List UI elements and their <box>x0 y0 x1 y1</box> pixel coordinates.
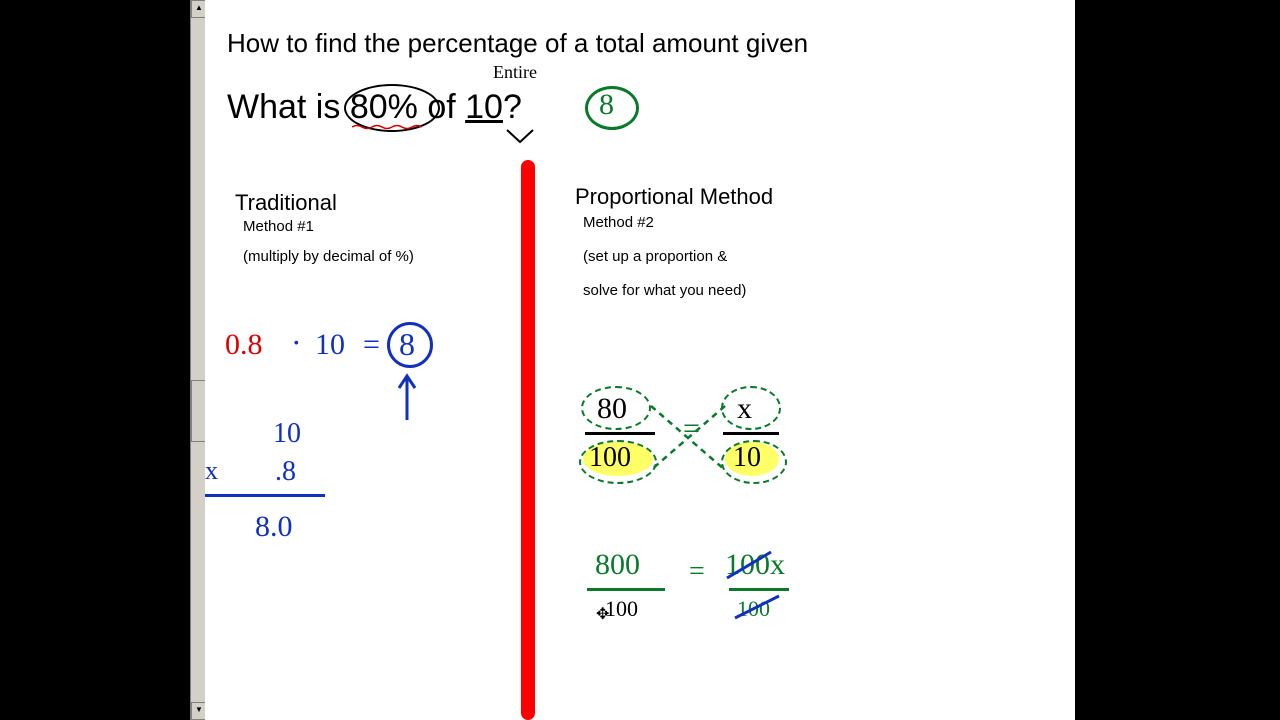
vertical-divider <box>521 160 535 720</box>
solve-left-bar <box>587 588 665 591</box>
solve-ltop: 800 <box>595 548 640 582</box>
solve-eq: = <box>689 556 705 588</box>
q-percent: 80% <box>350 88 418 127</box>
whiteboard-canvas: How to find the percentage of a total am… <box>205 0 1075 720</box>
answer-badge: 8 <box>585 86 635 132</box>
question-text: What is 80% of 10? <box>227 88 522 127</box>
up-arrow-icon <box>397 370 417 420</box>
method1-note: (multiply by decimal of %) <box>243 248 414 265</box>
q-suffix: ? <box>503 88 522 126</box>
m1-result-circle-icon <box>387 322 433 368</box>
m1-vert-bot: 8.0 <box>255 510 293 544</box>
solve-lbot: 100 <box>605 596 638 622</box>
method2-note1: (set up a proportion & <box>583 248 727 265</box>
ten-arrow-icon <box>505 128 535 148</box>
answer-value: 8 <box>599 88 614 122</box>
m1-eq-b: 10 <box>315 328 345 362</box>
method2-sub: Method #2 <box>583 214 654 231</box>
method1-sub: Method #1 <box>243 218 314 235</box>
q-total: 10 <box>465 88 503 126</box>
m1-vert-top: 10 <box>273 418 301 450</box>
strikeout-top-icon <box>723 548 783 584</box>
q-prefix: What is <box>227 88 350 126</box>
method2-note2: solve for what you need) <box>583 282 746 299</box>
solve-right-bar <box>729 588 789 591</box>
m1-eq-dot: · <box>291 324 302 361</box>
m1-vert-x: x <box>205 456 218 486</box>
m1-vert-mid: .8 <box>275 456 296 488</box>
page-title: How to find the percentage of a total am… <box>227 28 808 59</box>
cross-multiply-icon <box>643 398 733 478</box>
m1-eq-eq: = <box>363 328 380 362</box>
entire-annotation: Entire <box>493 62 537 83</box>
squiggle-underline-icon <box>352 124 422 130</box>
method1-title: Traditional <box>235 190 337 216</box>
strikeout-bot-icon <box>733 594 783 622</box>
method2-title: Proportional Method <box>575 184 773 210</box>
cursor-icon: ✥ <box>596 604 609 624</box>
m1-eq-a: 0.8 <box>225 328 263 362</box>
m1-vert-line <box>205 494 325 497</box>
dash-80 <box>581 386 651 430</box>
